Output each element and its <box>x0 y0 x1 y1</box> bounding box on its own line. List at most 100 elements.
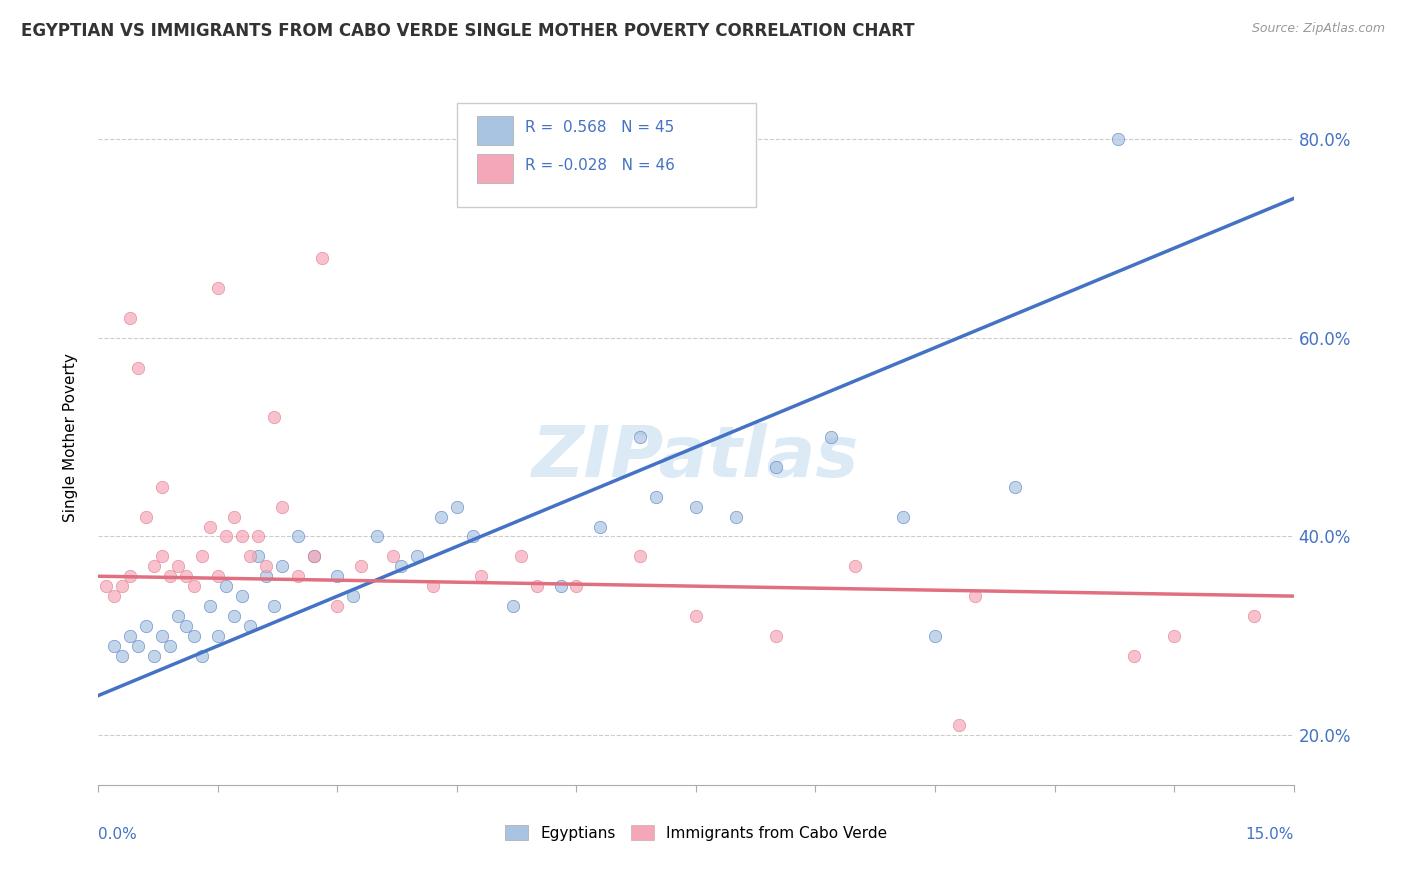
Text: 0.0%: 0.0% <box>98 827 138 842</box>
Point <box>254 569 277 583</box>
Point <box>246 549 269 564</box>
Point <box>461 529 484 543</box>
Point <box>891 509 914 524</box>
Point <box>1243 609 1265 624</box>
Point <box>685 500 707 514</box>
Point <box>150 629 173 643</box>
Point <box>263 410 285 425</box>
Point <box>422 579 444 593</box>
Point <box>589 519 612 533</box>
Point <box>120 629 142 643</box>
Point <box>430 509 453 524</box>
Point <box>207 281 229 295</box>
Point <box>502 599 524 613</box>
Point <box>509 549 531 564</box>
Point <box>1163 629 1185 643</box>
Text: 15.0%: 15.0% <box>1246 827 1294 842</box>
Point <box>263 599 285 613</box>
Point <box>120 310 142 325</box>
Point <box>948 718 970 732</box>
Point <box>382 549 405 564</box>
Point <box>167 559 190 574</box>
Point <box>120 569 142 583</box>
Point <box>628 430 651 444</box>
Point <box>550 579 572 593</box>
Point <box>239 619 262 633</box>
Point <box>287 569 309 583</box>
Point <box>311 251 333 265</box>
Point <box>446 500 468 514</box>
Point <box>765 459 787 474</box>
Point <box>198 599 221 613</box>
Point <box>103 589 125 603</box>
Point <box>167 609 190 624</box>
Point <box>191 549 214 564</box>
Point <box>366 529 388 543</box>
Point <box>159 639 181 653</box>
Point <box>1107 132 1129 146</box>
Point <box>183 629 205 643</box>
Point <box>215 579 238 593</box>
Point <box>270 500 292 514</box>
Text: ZIPatlas: ZIPatlas <box>533 424 859 492</box>
Point <box>150 480 173 494</box>
Point <box>143 559 166 574</box>
Point <box>159 569 181 583</box>
Point <box>844 559 866 574</box>
Point <box>342 589 364 603</box>
Text: R =  0.568   N = 45: R = 0.568 N = 45 <box>524 120 675 135</box>
Point <box>150 549 173 564</box>
Text: EGYPTIAN VS IMMIGRANTS FROM CABO VERDE SINGLE MOTHER POVERTY CORRELATION CHART: EGYPTIAN VS IMMIGRANTS FROM CABO VERDE S… <box>21 22 915 40</box>
Point <box>239 549 262 564</box>
Point <box>765 629 787 643</box>
Point <box>406 549 429 564</box>
Point <box>231 529 253 543</box>
Point <box>198 519 221 533</box>
Point <box>135 619 157 633</box>
FancyBboxPatch shape <box>457 103 756 208</box>
Point <box>645 490 668 504</box>
Point <box>103 639 125 653</box>
Point <box>350 559 373 574</box>
FancyBboxPatch shape <box>477 116 513 145</box>
Point <box>326 569 349 583</box>
Point <box>1004 480 1026 494</box>
Point <box>135 509 157 524</box>
Point <box>174 569 197 583</box>
Point <box>820 430 842 444</box>
Point <box>207 629 229 643</box>
Point <box>183 579 205 593</box>
Point <box>302 549 325 564</box>
Point <box>389 559 412 574</box>
Point <box>246 529 269 543</box>
Y-axis label: Single Mother Poverty: Single Mother Poverty <box>63 352 77 522</box>
Point <box>222 609 245 624</box>
Point <box>526 579 548 593</box>
Point <box>207 569 229 583</box>
Point <box>628 549 651 564</box>
Point <box>302 549 325 564</box>
Text: Source: ZipAtlas.com: Source: ZipAtlas.com <box>1251 22 1385 36</box>
Point <box>1123 648 1146 663</box>
Point <box>685 609 707 624</box>
FancyBboxPatch shape <box>477 154 513 183</box>
Point <box>924 629 946 643</box>
Point <box>127 639 149 653</box>
Point <box>143 648 166 663</box>
Point <box>111 579 134 593</box>
Point <box>254 559 277 574</box>
Point <box>96 579 118 593</box>
Point <box>174 619 197 633</box>
Point <box>270 559 292 574</box>
Point <box>470 569 492 583</box>
Point <box>326 599 349 613</box>
Text: R = -0.028   N = 46: R = -0.028 N = 46 <box>524 158 675 173</box>
Point <box>724 509 747 524</box>
Point <box>287 529 309 543</box>
Point <box>127 360 149 375</box>
Point <box>222 509 245 524</box>
Point <box>963 589 986 603</box>
Point <box>565 579 588 593</box>
Point <box>191 648 214 663</box>
Point <box>215 529 238 543</box>
